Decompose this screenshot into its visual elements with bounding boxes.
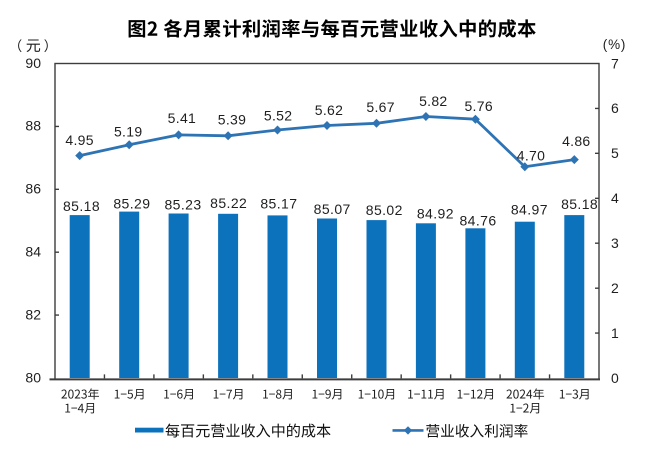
svg-text:3: 3 <box>611 235 619 251</box>
svg-text:4.70: 4.70 <box>517 147 545 163</box>
svg-text:84.97: 84.97 <box>511 202 548 218</box>
svg-text:7: 7 <box>611 55 619 71</box>
svg-text:84: 84 <box>25 244 41 260</box>
svg-text:5: 5 <box>611 145 619 161</box>
svg-text:4.86: 4.86 <box>562 133 590 149</box>
svg-text:85.17: 85.17 <box>260 196 297 212</box>
svg-text:86: 86 <box>25 181 41 197</box>
svg-text:5.62: 5.62 <box>315 102 343 118</box>
svg-text:4: 4 <box>611 190 619 206</box>
svg-text:5.19: 5.19 <box>114 123 142 139</box>
svg-text:85.23: 85.23 <box>164 197 201 213</box>
svg-text:5.82: 5.82 <box>419 93 447 109</box>
svg-text:88: 88 <box>25 118 41 134</box>
svg-text:0: 0 <box>611 370 619 386</box>
svg-text:1: 1 <box>611 325 619 341</box>
svg-text:(%): (%) <box>603 37 626 52</box>
svg-text:5.52: 5.52 <box>264 108 292 124</box>
svg-text:80: 80 <box>25 369 41 385</box>
svg-text:85.07: 85.07 <box>314 201 351 217</box>
svg-text:4.95: 4.95 <box>65 132 93 148</box>
svg-text:84.92: 84.92 <box>417 205 454 221</box>
svg-text:82: 82 <box>25 306 41 322</box>
svg-text:85.18: 85.18 <box>63 198 100 214</box>
svg-text:85.22: 85.22 <box>210 195 247 211</box>
svg-text:5.41: 5.41 <box>168 110 196 126</box>
svg-text:84.76: 84.76 <box>459 213 496 229</box>
svg-text:5.76: 5.76 <box>464 98 492 114</box>
svg-text:2: 2 <box>611 280 619 296</box>
svg-text:5.39: 5.39 <box>218 112 246 128</box>
svg-text:85.02: 85.02 <box>366 202 403 218</box>
svg-text:5.67: 5.67 <box>366 99 394 115</box>
svg-text:85.18: 85.18 <box>561 196 598 212</box>
svg-text:90: 90 <box>25 55 41 71</box>
svg-text:6: 6 <box>611 100 619 116</box>
svg-text:85.29: 85.29 <box>113 195 150 211</box>
